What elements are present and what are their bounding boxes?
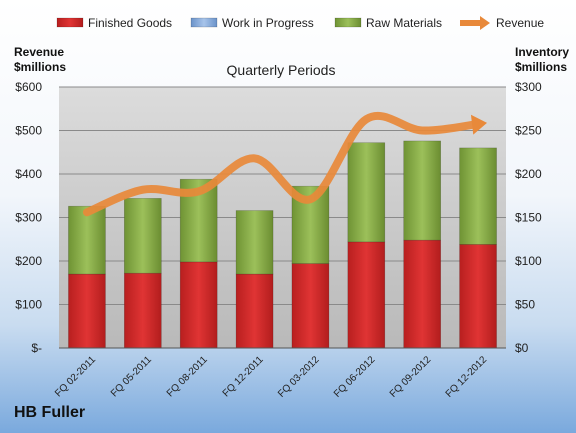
right-tick-label: $250 (515, 124, 542, 138)
legend-label: Raw Materials (366, 16, 442, 30)
right-tick-label: $200 (515, 167, 542, 181)
right-axis-label-line1: Inventory (515, 45, 569, 59)
bar-finished-goods (179, 261, 218, 349)
legend-swatch (334, 17, 362, 28)
left-tick-label: $600 (15, 80, 42, 94)
bar-raw-materials (235, 210, 274, 275)
bar-finished-goods (235, 273, 274, 349)
legend-label: Revenue (496, 16, 544, 30)
right-tick-label: $100 (515, 254, 542, 268)
right-tick-label: $150 (515, 211, 542, 225)
x-tick-label: FQ 03-2012 (276, 354, 322, 400)
revenue-arrowhead (470, 114, 488, 135)
legend-label: Work in Progress (222, 16, 314, 30)
legend-item-finished-goods: Finished Goods (56, 16, 172, 30)
legend-swatch (56, 17, 84, 28)
bar-finished-goods (68, 273, 106, 349)
chart-title: Quarterly Periods (227, 62, 336, 78)
left-tick-label: $400 (15, 167, 42, 181)
x-tick-label: FQ 12-2012 (444, 354, 490, 400)
bar-finished-goods (291, 263, 330, 349)
right-tick-label: $0 (515, 341, 529, 355)
legend-item-raw-materials: Raw Materials (334, 16, 442, 30)
legend-item-revenue: Revenue (460, 16, 544, 30)
left-tick-label: $- (31, 341, 42, 355)
legend-swatch-arrow (480, 16, 490, 30)
left-axis-label-line1: Revenue (14, 45, 64, 59)
bar-finished-goods (459, 244, 497, 349)
legend-label: Finished Goods (88, 16, 172, 30)
bar-raw-materials (403, 140, 441, 241)
x-tick-label: FQ 12-2011 (221, 354, 266, 399)
x-tick-label: FQ 08-2011 (165, 354, 210, 399)
right-tick-label: $50 (515, 298, 535, 312)
revenue-line (82, 111, 483, 217)
company-name: HB Fuller (14, 404, 86, 421)
left-tick-label: $500 (15, 124, 42, 138)
left-axis-label-line2: $millions (14, 60, 66, 74)
bar-raw-materials (124, 198, 162, 274)
x-tick-label: FQ 05-2011 (109, 354, 154, 399)
left-tick-label: $100 (15, 298, 42, 312)
left-tick-label: $200 (15, 254, 42, 268)
bar-raw-materials (347, 142, 386, 243)
left-tick-label: $300 (15, 211, 42, 225)
x-tick-label: FQ 06-2012 (332, 354, 378, 400)
right-tick-label: $300 (515, 80, 542, 94)
bar-finished-goods (403, 239, 441, 349)
bar-raw-materials (68, 205, 106, 275)
legend-item-work-in-progress: Work in Progress (190, 16, 314, 30)
x-tick-label: FQ 09-2012 (388, 354, 434, 400)
right-axis-label-line2: $millions (515, 60, 567, 74)
bar-finished-goods (124, 272, 162, 349)
x-tick-label: FQ 02-2011 (53, 354, 98, 399)
legend-swatch (190, 17, 218, 28)
bar-finished-goods (347, 241, 386, 349)
bar-raw-materials (459, 147, 497, 245)
